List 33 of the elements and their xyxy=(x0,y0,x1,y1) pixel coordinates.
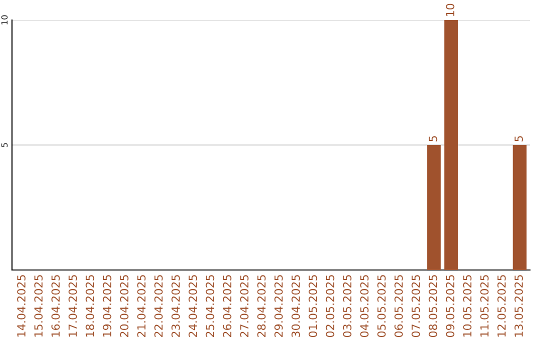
data-label: 10 xyxy=(446,4,454,16)
x-tick-label: 23.04.2025 xyxy=(171,275,180,337)
x-tick-label: 16.04.2025 xyxy=(51,275,60,337)
x-tick-label: 26.04.2025 xyxy=(222,275,232,337)
x-tick-label: 21.04.2025 xyxy=(137,275,146,337)
x-tick-label: 30.04.2025 xyxy=(292,275,300,337)
x-tick-label: 27.04.2025 xyxy=(240,275,248,337)
x-tick-label: 24.04.2025 xyxy=(188,275,198,337)
data-label: 5 xyxy=(514,136,523,142)
x-tick-label: 14.04.2025 xyxy=(17,275,26,337)
x-tick-label: 19.04.2025 xyxy=(102,275,112,337)
x-tick-label: 09.05.2025 xyxy=(446,275,454,338)
x-tick-label: 25.04.2025 xyxy=(206,275,214,337)
x-tick-label: 28.04.2025 xyxy=(257,275,266,337)
x-tick-label: 10.05.2025 xyxy=(463,275,472,337)
x-tick-label: 08.05.2025 xyxy=(428,275,438,338)
x-tick-label: 11.05.2025 xyxy=(480,275,489,337)
x-tick-label: 01.05.2025 xyxy=(308,275,318,338)
x-tick-label: 13.05.2025 xyxy=(514,275,523,337)
x-tick-label: 05.05.2025 xyxy=(377,275,386,338)
x-tick-label: 12.05.2025 xyxy=(497,275,506,337)
x-tick-label: 18.04.2025 xyxy=(86,275,94,337)
x-tick-label: 07.05.2025 xyxy=(412,275,420,338)
x-tick-label: 04.05.2025 xyxy=(360,275,369,338)
x-tick-label: 20.04.2025 xyxy=(120,275,128,337)
x-tick-label: 06.05.2025 xyxy=(394,275,403,338)
x-tick-label: 17.04.2025 xyxy=(68,275,77,337)
x-tick-label: 02.05.2025 xyxy=(326,275,334,338)
data-label: 5 xyxy=(428,136,438,142)
x-tick-label: 22.04.2025 xyxy=(154,275,163,337)
x-tick-label: 03.05.2025 xyxy=(343,275,352,338)
x-tick-label: 15.04.2025 xyxy=(34,275,43,337)
x-tick-label: 29.04.2025 xyxy=(274,275,283,337)
